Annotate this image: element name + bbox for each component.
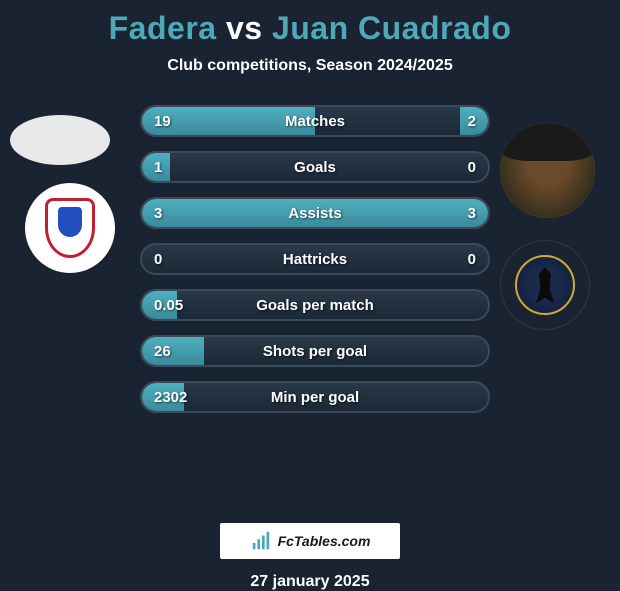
player1-club-crest — [25, 183, 115, 273]
vs-label: vs — [226, 10, 263, 46]
stat-value-left: 19 — [154, 113, 171, 130]
stat-row: 26 Shots per goal — [140, 335, 490, 367]
stat-value-left: 1 — [154, 159, 162, 176]
player2-name: Juan Cuadrado — [272, 10, 511, 46]
stat-bars-container: 19 Matches 2 1 Goals 0 3 Assists 3 0 Hattricks 0 0.0… — [140, 105, 490, 427]
atalanta-crest-icon — [515, 255, 575, 315]
stat-label: Goals per match — [256, 297, 374, 314]
stat-label: Min per goal — [271, 389, 359, 406]
stat-value-right: 3 — [468, 205, 476, 222]
date-label: 27 january 2025 — [0, 573, 620, 591]
watermark-badge: FcTables.com — [220, 523, 400, 559]
stat-value-left: 2302 — [154, 389, 187, 406]
chart-icon — [250, 530, 272, 552]
stat-fill-left — [142, 337, 204, 365]
stat-label: Hattricks — [283, 251, 347, 268]
stat-value-left: 3 — [154, 205, 162, 222]
stat-row: 19 Matches 2 — [140, 105, 490, 137]
player2-face-icon — [500, 123, 595, 218]
stat-row: 0 Hattricks 0 — [140, 243, 490, 275]
stat-row: 3 Assists 3 — [140, 197, 490, 229]
watermark-text: FcTables.com — [278, 533, 371, 549]
stat-value-right: 2 — [468, 113, 476, 130]
stat-value-left: 0.05 — [154, 297, 183, 314]
player2-photo — [500, 123, 595, 218]
subtitle: Club competitions, Season 2024/2025 — [0, 57, 620, 75]
stat-label: Matches — [285, 113, 345, 130]
stat-label: Shots per goal — [263, 343, 367, 360]
stat-label: Goals — [294, 159, 336, 176]
stat-row: 0.05 Goals per match — [140, 289, 490, 321]
stat-value-right: 0 — [468, 159, 476, 176]
player1-photo — [10, 115, 110, 165]
comparison-title: Fadera vs Juan Cuadrado — [0, 0, 620, 47]
como-crest-icon — [45, 198, 95, 258]
player1-name: Fadera — [109, 10, 217, 46]
player2-club-crest — [500, 240, 590, 330]
stat-value-right: 0 — [468, 251, 476, 268]
stat-label: Assists — [288, 205, 341, 222]
comparison-content: 19 Matches 2 1 Goals 0 3 Assists 3 0 Hattricks 0 0.0… — [0, 95, 620, 515]
stat-value-left: 0 — [154, 251, 162, 268]
stat-row: 2302 Min per goal — [140, 381, 490, 413]
stat-value-left: 26 — [154, 343, 171, 360]
stat-row: 1 Goals 0 — [140, 151, 490, 183]
